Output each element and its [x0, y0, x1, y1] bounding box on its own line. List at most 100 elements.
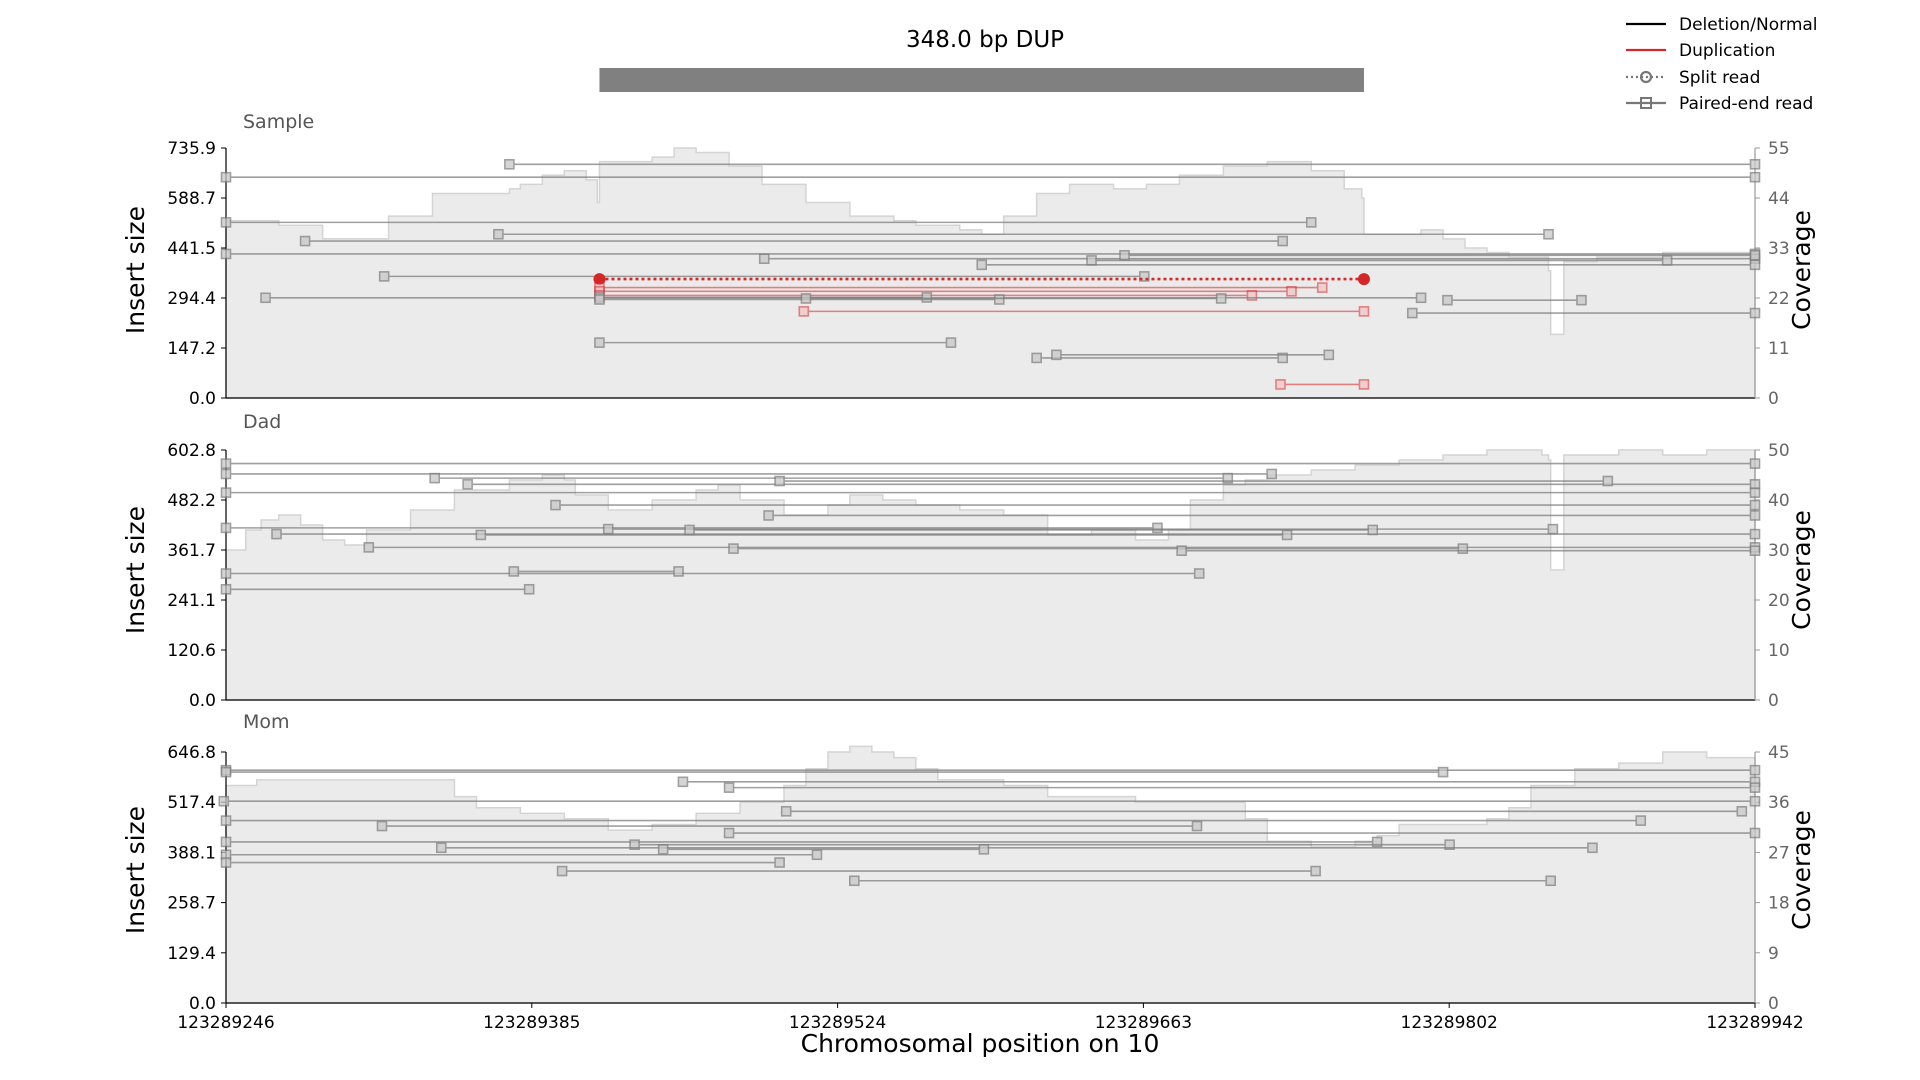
y2-tick-label: 55: [1768, 139, 1790, 159]
x-tick-label: 123289385: [483, 1013, 580, 1033]
read-end: [1749, 487, 1761, 498]
read-end: [504, 158, 515, 170]
read-end: [1323, 349, 1335, 361]
paired-end-read: [429, 472, 1234, 484]
read-end: [260, 292, 271, 304]
y2-tick-label: 11: [1768, 339, 1790, 359]
read-end: [429, 472, 440, 484]
y-axis-label: Insert size: [121, 506, 150, 634]
y-axis-label: Insert size: [121, 806, 150, 934]
x-tick-label: 123289524: [789, 1013, 886, 1033]
panel-dad: Dad Insert size Coverage 0.0 120.6 241.1 36…: [121, 411, 1816, 711]
paired-end-read: [629, 839, 1455, 850]
read-end: [1749, 250, 1761, 261]
read-end: [1749, 307, 1761, 319]
read-end: [978, 844, 990, 855]
read-end: [1576, 294, 1587, 306]
panel-title: Dad: [243, 411, 281, 433]
paired-end-read: [220, 458, 1761, 469]
paired-end-read: [1119, 250, 1761, 261]
read-end: [1305, 217, 1317, 228]
read-end: [594, 337, 605, 348]
x-tick-label: 123289246: [177, 1013, 274, 1033]
y-tick-label: 241.1: [167, 591, 216, 611]
read-end: [220, 568, 232, 579]
read-end: [220, 487, 232, 498]
paired-end-read: [299, 235, 1288, 247]
paired-end-read: [220, 217, 1317, 228]
read-end: [1736, 805, 1748, 817]
paired-end-read: [800, 293, 1227, 304]
y2-tick-label: 0: [1768, 389, 1779, 409]
read-end: [593, 273, 606, 286]
read-end: [1086, 255, 1097, 266]
read-end: [220, 836, 232, 848]
read-end: [1602, 475, 1614, 487]
y2-axis-label: Coverage: [1787, 810, 1816, 930]
read-end: [1547, 523, 1559, 535]
chart-title: 348.0 bp DUP: [906, 27, 1064, 53]
paired-end-read: [508, 566, 684, 577]
read-end: [684, 524, 695, 536]
read-end: [363, 542, 375, 553]
legend-marker-2: [1639, 70, 1653, 84]
paired-end-read: [220, 836, 1383, 848]
paired-end-read: [504, 158, 1761, 170]
read-end: [1152, 522, 1163, 534]
y-tick-label: 258.7: [167, 894, 216, 914]
read-end: [1358, 379, 1370, 390]
y-tick-label: 294.4: [167, 289, 216, 309]
y-tick-label: 517.4: [167, 793, 216, 813]
y-tick-label: 120.6: [167, 641, 216, 661]
read-end: [780, 805, 792, 817]
read-end: [1749, 545, 1761, 556]
paired-end-read: [848, 875, 1556, 887]
coverage-area: [225, 449, 1756, 701]
read-end: [677, 776, 689, 788]
y2-tick-label: 20: [1768, 591, 1790, 611]
panel-sample: Sample Insert size Coverage 0.0 147.2 294.…: [121, 111, 1816, 409]
read-end: [758, 253, 770, 265]
read-end: [493, 228, 504, 240]
paired-end-read: [550, 499, 1761, 511]
read-end: [1275, 379, 1286, 390]
panel-title: Mom: [243, 711, 290, 733]
read-end: [1031, 352, 1042, 364]
read-end: [523, 583, 535, 595]
paired-end-read: [220, 583, 535, 595]
panel-title: Sample: [243, 111, 314, 133]
sv-region-bar: [599, 68, 1364, 92]
y-axis-label: Insert size: [121, 206, 150, 334]
read-end: [945, 337, 957, 348]
paired-end-read: [763, 510, 1761, 521]
y2-axis-label: Coverage: [1787, 210, 1816, 330]
y2-tick-label: 50: [1768, 441, 1790, 461]
paired-end-read: [798, 306, 1370, 317]
read-end: [1277, 235, 1288, 247]
y2-tick-label: 22: [1768, 289, 1790, 309]
read-end: [1191, 820, 1203, 832]
read-end: [594, 294, 605, 305]
read-end: [220, 583, 232, 595]
read-end: [1367, 524, 1379, 536]
read-end: [723, 782, 735, 793]
read-end: [220, 766, 232, 778]
read-end: [1246, 290, 1258, 301]
read-end: [1749, 528, 1761, 540]
y2-tick-label: 0: [1768, 691, 1779, 711]
paired-end-read: [220, 568, 1205, 579]
paired-end-read: [723, 782, 1761, 793]
paired-end-read: [462, 479, 1761, 490]
read-end: [378, 271, 390, 282]
y-tick-label: 646.8: [167, 743, 216, 763]
paired-end-read: [271, 528, 1761, 540]
read-end: [1215, 293, 1227, 304]
y-tick-label: 388.1: [167, 843, 216, 863]
paired-end-read: [723, 827, 1761, 839]
read-end: [1277, 352, 1288, 364]
paired-end-read: [493, 228, 1554, 240]
read-end: [1545, 875, 1556, 887]
read-end: [1357, 273, 1370, 286]
paired-end-read: [780, 805, 1748, 817]
